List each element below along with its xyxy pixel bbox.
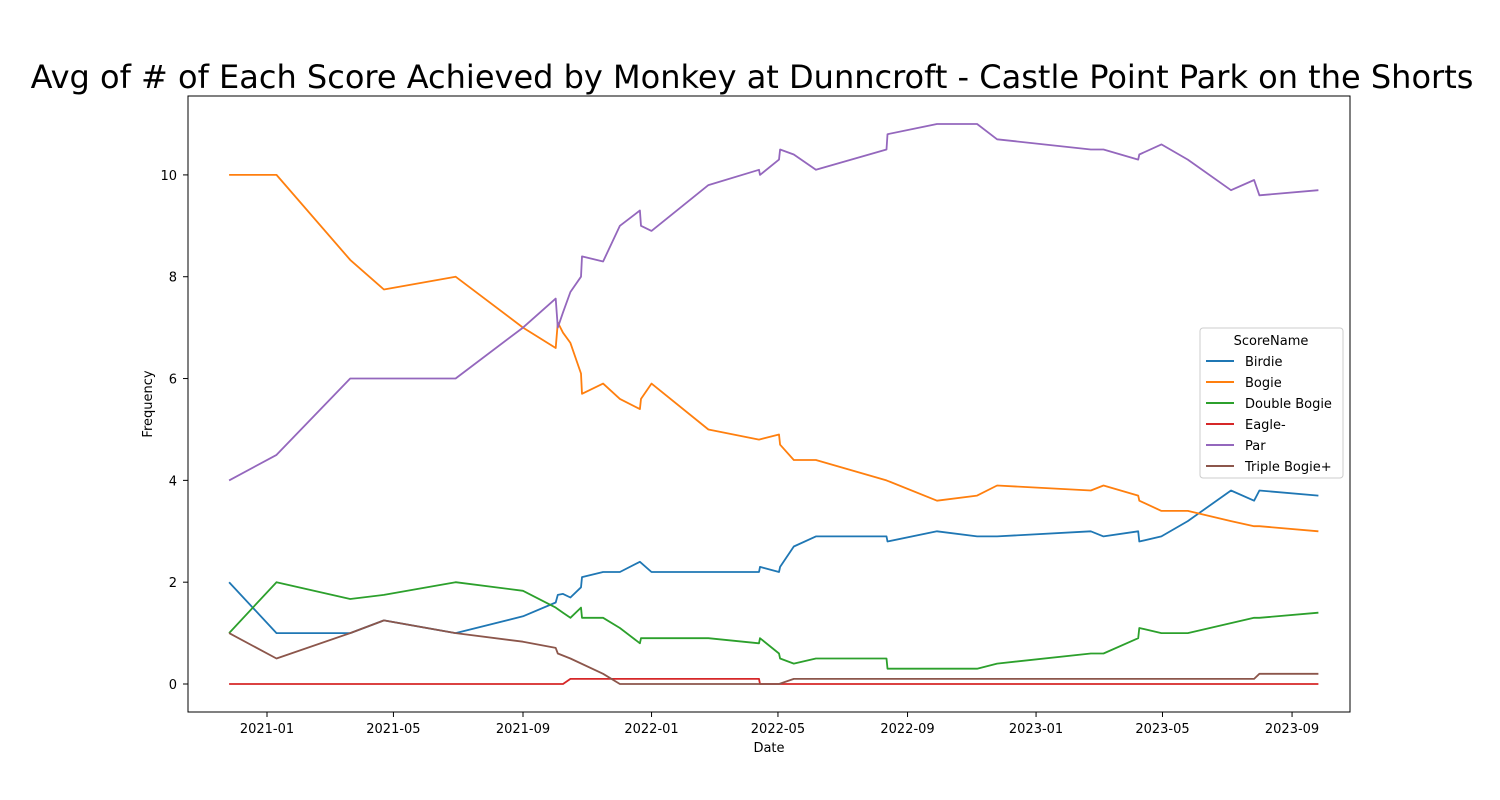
x-tick-label: 2023-01 [1009,722,1063,737]
x-tick-label: 2022-01 [624,722,678,737]
y-tick-label: 10 [160,169,177,184]
legend-label-par: Par [1245,439,1266,454]
series-lines [228,123,1319,685]
x-axis: 2021-01 2021-05 2021-09 2022-01 2022-05 2022-… [240,712,1319,737]
legend-label-double-bogie: Double Bogie [1245,397,1332,412]
x-axis-label: Date [753,741,784,756]
y-tick-label: 0 [169,678,177,693]
legend-title: ScoreName [1234,334,1309,349]
plot-area-frame [187,95,1351,713]
legend-label-birdie: Birdie [1245,355,1283,370]
series-line-par [228,123,1319,482]
x-tick-label: 2022-05 [751,722,805,737]
y-tick-label: 4 [169,474,177,489]
legend: ScoreName Birdie Bogie Double Bogie Eagle- P… [1199,327,1344,479]
y-tick-label: 6 [169,373,177,388]
y-axis: 0 2 4 6 8 10 [160,169,188,693]
x-tick-label: 2023-09 [1265,722,1319,737]
legend-label-bogie: Bogie [1245,376,1282,391]
y-tick-label: 8 [169,271,177,286]
x-tick-label: 2021-09 [496,722,550,737]
legend-label-eagle: Eagle- [1245,418,1286,433]
series-line-bogie [229,173,1319,533]
legend-box [1199,327,1344,479]
series-line-eagle [229,678,1319,685]
series-line-double-bogie [228,581,1319,670]
y-axis-label: Frequency [141,370,156,437]
x-tick-label: 2021-05 [366,722,420,737]
x-tick-label: 2021-01 [240,722,294,737]
legend-label-triple-bogie: Triple Bogie+ [1244,460,1332,475]
series-line-triple-bogie [228,619,1319,685]
y-tick-label: 2 [169,576,177,591]
chart-title: Avg of # of Each Score Achieved by Monke… [31,58,1474,96]
series-line-birdie [228,489,1319,634]
x-tick-label: 2023-05 [1135,722,1189,737]
x-tick-label: 2022-09 [880,722,934,737]
